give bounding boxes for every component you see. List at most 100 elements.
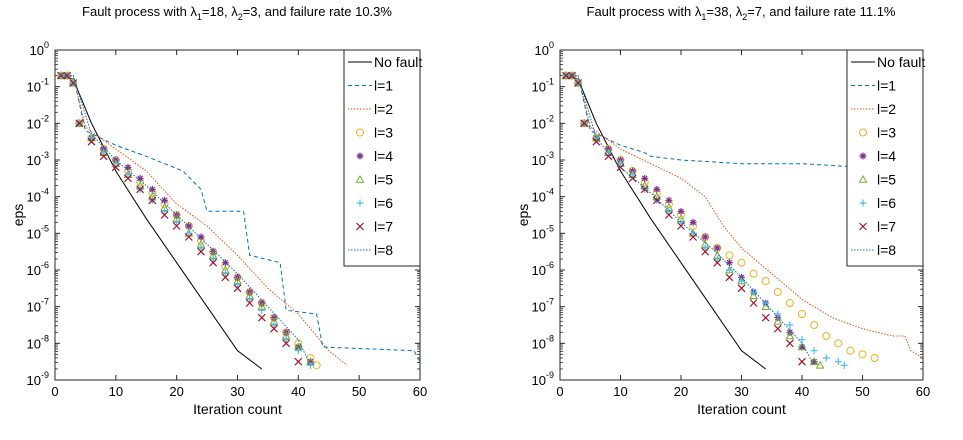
data-point: [99, 152, 108, 161]
data-point: [653, 185, 661, 193]
legend-entry: l=4: [356, 148, 393, 164]
data-point: [840, 361, 848, 369]
data-point: [136, 185, 145, 194]
data-point: [233, 284, 242, 293]
data-point: [617, 160, 624, 168]
chart-title: Fault process with λ1=38, λ2=7, and fail…: [587, 4, 896, 22]
series-group: [561, 71, 923, 370]
legend-entry: l=6: [356, 195, 393, 211]
data-point: [161, 207, 168, 215]
legend-label: l=6: [374, 195, 393, 211]
data-point: [173, 218, 181, 226]
legend-label: No fault: [374, 54, 422, 70]
legend-marker: [356, 128, 364, 137]
data-point: [221, 259, 229, 267]
data-point: [629, 171, 637, 179]
legend-marker: [859, 199, 867, 207]
data-point: [197, 247, 205, 256]
x-tick-label: 0: [556, 384, 563, 399]
x-tick-label: 60: [413, 384, 427, 399]
y-tick-label: 100: [30, 40, 49, 58]
data-point: [307, 361, 314, 369]
data-point: [737, 284, 746, 293]
y-tick-label: 10-3: [532, 150, 554, 168]
data-point: [161, 196, 168, 204]
legend-entry: l=1: [851, 78, 896, 94]
data-point: [258, 306, 266, 314]
data-point: [270, 324, 278, 333]
data-point: [294, 343, 302, 351]
data-point: [689, 218, 697, 226]
data-point: [640, 185, 649, 194]
data-point: [737, 258, 746, 267]
legend-marker: [356, 152, 364, 160]
data-point: [580, 119, 589, 128]
data-point: [798, 310, 806, 318]
data-point: [701, 244, 709, 252]
x-tick-label: 10: [109, 384, 123, 399]
y-tick-label: 10-5: [532, 223, 554, 241]
data-point: [798, 343, 806, 351]
y-axis-label: eps: [515, 204, 531, 227]
y-tick-label: 10-2: [532, 113, 554, 131]
y-tick-label: 10-8: [532, 333, 554, 351]
legend: No fault l=1 l=2 l=3 l=4 l=5 l=6 l=7 l=8: [846, 49, 925, 267]
x-axis-label: Iteration count: [697, 401, 786, 417]
series-line-0: [565, 75, 767, 370]
data-point: [773, 324, 782, 333]
data-point: [725, 266, 733, 274]
data-point: [112, 160, 120, 168]
legend-entry: l=3: [356, 125, 393, 141]
legend-marker: [355, 174, 365, 183]
legend-entry: l=1: [348, 78, 393, 94]
data-point: [810, 321, 819, 329]
data-point: [834, 339, 843, 348]
legend-label: l=5: [877, 172, 896, 188]
data-point: [209, 255, 217, 263]
series-markers-7: [562, 71, 806, 366]
y-tick-label: 10-6: [27, 260, 49, 278]
y-tick-label: 10-4: [532, 187, 554, 205]
data-point: [257, 313, 266, 322]
data-point: [858, 350, 867, 359]
data-point: [100, 149, 108, 157]
x-tick-label: 0: [51, 384, 58, 399]
y-tick-label: 10-7: [532, 297, 554, 315]
data-point: [749, 269, 758, 278]
data-point: [160, 211, 169, 219]
legend-entry: l=7: [859, 219, 896, 235]
legend-label: l=4: [374, 148, 393, 164]
data-point: [124, 171, 132, 179]
data-point: [689, 233, 698, 241]
data-point: [774, 310, 782, 318]
data-point: [628, 174, 637, 183]
legend-marker: [859, 128, 867, 137]
y-tick-label: 10-9: [532, 370, 554, 388]
legend: No fault l=1 l=2 l=3 l=4 l=5 l=6 l=7 l=8: [343, 49, 422, 267]
data-point: [797, 342, 807, 351]
series-line-2: [566, 75, 923, 359]
legend-label: l=8: [877, 242, 896, 258]
data-point: [761, 277, 770, 285]
x-tick-label: 40: [291, 384, 305, 399]
data-point: [798, 336, 806, 344]
data-point: [665, 207, 673, 215]
data-point: [846, 346, 855, 355]
legend-marker: [858, 174, 868, 183]
data-point: [652, 196, 661, 205]
series-markers-7: [57, 71, 303, 366]
legend-entry: No fault: [851, 54, 925, 70]
data-point: [834, 358, 842, 366]
y-tick-label: 10-4: [27, 187, 49, 205]
chart-title: Fault process with λ1=18, λ2=3, and fail…: [82, 4, 392, 22]
data-point: [725, 259, 733, 267]
legend-label: l=2: [877, 101, 896, 117]
data-point: [689, 229, 697, 237]
data-point: [701, 233, 709, 241]
data-point: [810, 358, 818, 366]
data-point: [221, 273, 230, 282]
x-tick-label: 30: [734, 384, 748, 399]
legend-label: l=6: [877, 195, 896, 211]
data-point: [270, 321, 278, 329]
